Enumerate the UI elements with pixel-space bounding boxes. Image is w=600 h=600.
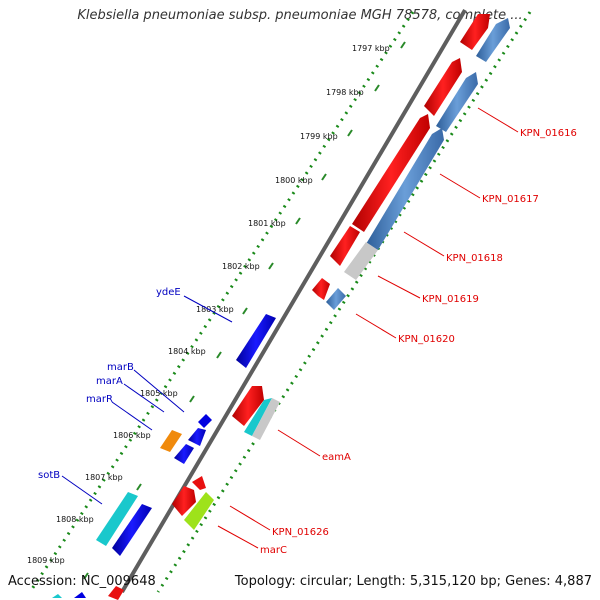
gene-label-kpn01626[interactable]: KPN_01626 <box>272 527 329 538</box>
gene-cog-sotb[interactable] <box>96 492 138 546</box>
leader-line <box>133 369 185 413</box>
tick-label: 1802 kbp <box>222 262 260 271</box>
tick-label: 1808 kbp <box>56 515 94 524</box>
gene-label-marc[interactable]: marC <box>260 545 287 556</box>
leader-line <box>217 525 259 549</box>
accession-label: Accession: NC_009648 <box>8 574 156 589</box>
tick-label: 1804 kbp <box>168 347 206 356</box>
gene-arrow-mara[interactable] <box>188 428 206 446</box>
leader-line <box>277 429 321 457</box>
tick-label: 1799 kbp <box>300 132 338 141</box>
tick-label: 1801 kbp <box>248 219 286 228</box>
gene-cog-kpn01615[interactable] <box>476 18 510 62</box>
gene-label-mara[interactable]: marA <box>96 376 123 387</box>
gene-cog-kpn01626[interactable] <box>184 492 214 530</box>
gene-label-sotb[interactable]: sotB <box>38 470 60 481</box>
leader-line <box>377 275 421 299</box>
gene-label-kpn01619[interactable]: KPN_01619 <box>422 294 479 305</box>
leader-line <box>439 173 481 199</box>
tick-label: 1806 kbp <box>113 431 151 440</box>
gc-track-left <box>28 11 415 593</box>
gene-arrow-kpn01618[interactable] <box>330 226 360 266</box>
gene-arrow-kpn01619[interactable] <box>312 278 330 300</box>
tick-label: 1807 kbp <box>85 473 123 482</box>
tick-label: 1798 kbp <box>326 88 364 97</box>
map-title: Klebsiella pneumoniae subsp. pneumoniae … <box>77 8 523 23</box>
gene-arrow-kpn01625[interactable] <box>192 476 206 490</box>
gene-arrow-marb[interactable] <box>198 414 212 428</box>
leader-line <box>477 107 519 133</box>
tick-label: 1800 kbp <box>275 176 313 185</box>
gene-label-kpn01620[interactable]: KPN_01620 <box>398 334 455 345</box>
gene-label-kpn01617[interactable]: KPN_01617 <box>482 194 539 205</box>
gene-partial-3[interactable] <box>52 594 62 598</box>
gene-partial-2[interactable] <box>74 592 86 598</box>
gene-arrow-kpn01616[interactable] <box>424 58 462 116</box>
gene-cog-kpn01618[interactable] <box>344 242 378 280</box>
gene-arrow-ydee[interactable] <box>236 314 276 368</box>
gene-arrow-eama[interactable] <box>232 386 264 426</box>
gc-track-right <box>156 11 532 593</box>
gene-label-eama[interactable]: eamA <box>322 452 351 463</box>
tick-label: 1809 kbp <box>27 556 65 565</box>
gene-partial-1[interactable] <box>108 586 124 600</box>
gene-arrow-kpn01615[interactable] <box>460 14 490 50</box>
leader-line <box>229 505 271 531</box>
tick-label: 1797 kbp <box>352 44 390 53</box>
leader-line <box>355 313 397 339</box>
gene-arrow-kpn01617[interactable] <box>352 114 430 232</box>
gene-label-kpn01618[interactable]: KPN_01618 <box>446 253 503 264</box>
tick-label: 1805 kbp <box>140 389 178 398</box>
leader-line <box>61 475 103 505</box>
gene-arrow-kpn01626[interactable] <box>172 486 196 516</box>
gene-cog-eama-1[interactable] <box>244 398 272 436</box>
gene-label-marb[interactable]: marB <box>107 362 134 373</box>
gene-cog-eama-2[interactable] <box>252 398 280 440</box>
gene-cog-kpn01619[interactable] <box>326 288 346 310</box>
tick-label: 1803 kbp <box>196 305 234 314</box>
leader-line <box>183 295 233 323</box>
leader-line <box>123 383 165 413</box>
gene-arrow-marr[interactable] <box>174 444 194 464</box>
gene-arrow-sotb[interactable] <box>112 504 152 556</box>
gene-cog-kpn01617[interactable] <box>366 128 444 250</box>
genome-summary: Topology: circular; Length: 5,315,120 bp… <box>234 574 592 589</box>
gene-label-marr[interactable]: marR <box>86 394 113 405</box>
gene-cog-kpn01616[interactable] <box>436 72 478 132</box>
gene-cog-marr[interactable] <box>160 430 182 452</box>
leader-line <box>111 401 153 431</box>
leader-line <box>403 231 445 257</box>
gene-label-ydee[interactable]: ydeE <box>156 287 181 298</box>
gene-label-kpn01616[interactable]: KPN_01616 <box>520 128 577 139</box>
